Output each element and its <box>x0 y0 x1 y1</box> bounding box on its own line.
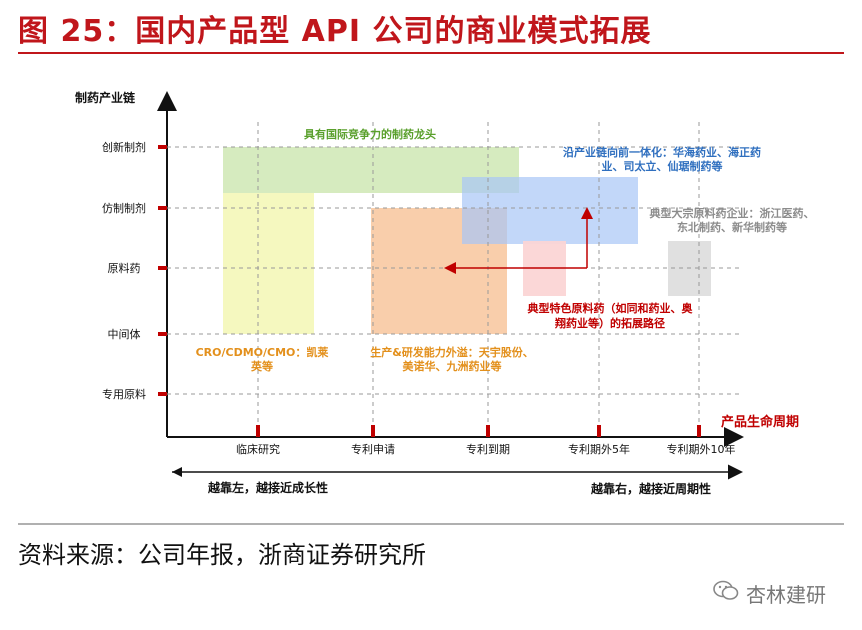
source-divider <box>18 523 844 525</box>
source-note: 资料来源：公司年报，浙商证券研究所 <box>18 541 426 569</box>
y-tick-mark <box>158 266 167 270</box>
annotation-red-specialty-1: 典型特色原料药（如同和药业、奥 <box>528 301 694 315</box>
y-tick-mark <box>158 332 167 336</box>
annotation-green-leaders: 具有国际竞争力的制药龙头 <box>304 127 436 141</box>
y-tick-mark <box>158 392 167 396</box>
y-tick-label: 中间体 <box>108 327 141 341</box>
annotation-red-specialty-2: 翔药业等）的拓展路径 <box>554 316 665 330</box>
wechat-icon <box>712 579 740 607</box>
annotation-orange-spillover-1: 生产&研发能力外溢：天宇股份、 <box>370 345 534 359</box>
y-tick-mark <box>158 145 167 149</box>
annotation-blue-integration-2: 业、司太立、仙琚制药等 <box>602 159 723 173</box>
annotation-orange-spillover-2: 美诺华、九洲药业等 <box>403 359 502 373</box>
annotation-gray-bulk-1: 典型大宗原料药企业：浙江医药、 <box>650 206 815 220</box>
annotation-yellow-cro-2: 英等 <box>250 359 273 373</box>
watermark-text: 杏林建研 <box>746 582 826 607</box>
business-model-diagram: 制药产业链 产品生命周期 创新制剂 仿制制剂 原料药 中间体 专用原料 临床研究… <box>75 90 815 496</box>
watermark: 杏林建研 <box>712 579 826 607</box>
arrow-right-label: 越靠右，越接近周期性 <box>590 481 711 496</box>
page-title: 图 25：国内产品型 API 公司的商业模式拓展 <box>18 14 652 49</box>
x-tick-label: 临床研究 <box>236 442 280 456</box>
annotation-yellow-cro-1: CRO/CDMO/CMO：凯莱 <box>196 345 329 359</box>
x-tick-label: 专利期外10年 <box>667 442 736 456</box>
title-divider <box>18 52 844 54</box>
y-tick-label: 原料药 <box>108 261 141 275</box>
x-tick-mark <box>371 425 375 437</box>
x-tick-mark <box>597 425 601 437</box>
x-tick-label: 专利申请 <box>351 442 395 456</box>
x-tick-mark <box>486 425 490 437</box>
y-tick-label: 仿制制剂 <box>102 201 146 215</box>
annotation-gray-bulk-2: 东北制药、新华制药等 <box>677 220 787 234</box>
x-tick-label: 专利到期 <box>466 442 510 456</box>
y-tick-label: 创新制剂 <box>102 140 146 154</box>
x-tick-mark <box>697 425 701 437</box>
x-tick-label: 专利期外5年 <box>568 442 630 456</box>
y-tick-mark <box>158 206 167 210</box>
x-tick-mark <box>256 425 260 437</box>
y-tick-label: 专用原料 <box>102 387 146 401</box>
annotation-blue-integration-1: 沿产业链向前一体化：华海药业、海正药 <box>563 145 761 159</box>
growth-cyclical-arrow-left-head <box>172 467 182 477</box>
y-axis-title: 制药产业链 <box>75 90 136 105</box>
arrow-left-label: 越靠左，越接近成长性 <box>207 480 328 495</box>
x-axis-title: 产品生命周期 <box>721 414 799 430</box>
region-yellow-cro <box>223 193 314 334</box>
region-blue-integration <box>462 177 638 244</box>
